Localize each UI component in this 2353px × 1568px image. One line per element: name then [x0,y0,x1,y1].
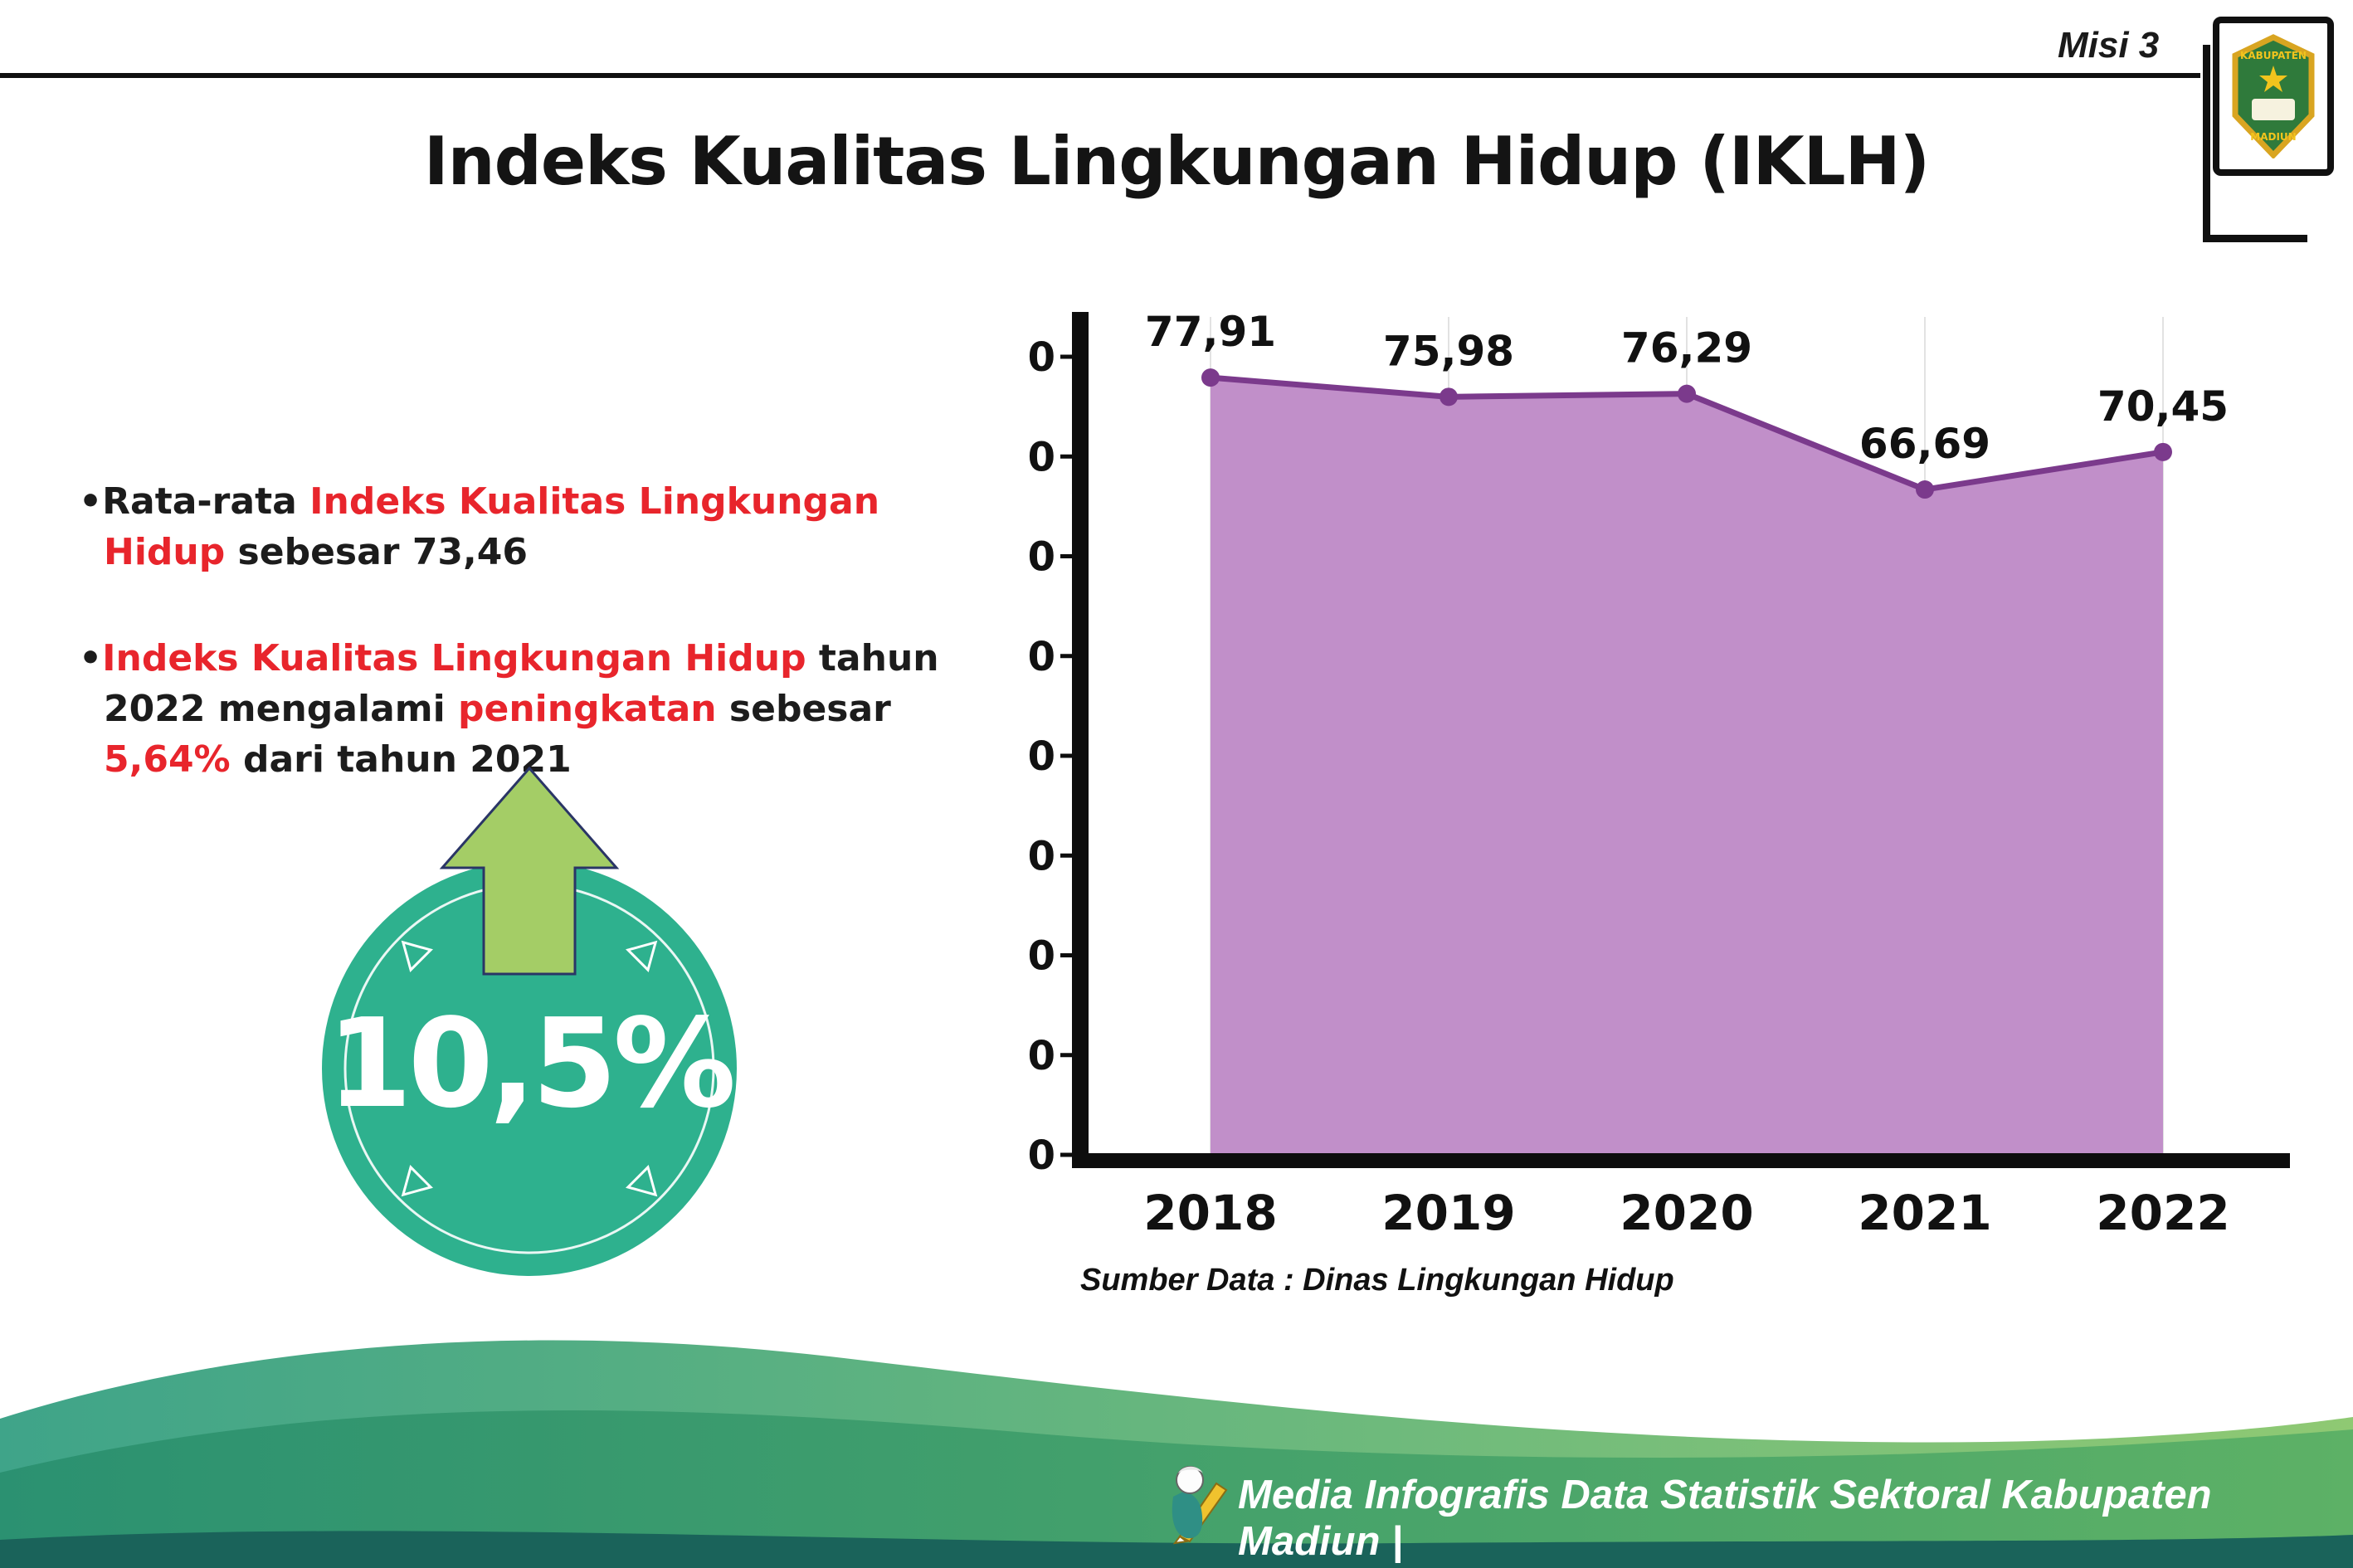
bullet-marker: • [79,480,103,523]
bullet2-percentage: 5,64% [104,738,231,781]
bullet2-text1: tahun 2022 mengalami [104,637,939,731]
bullet1-text: Rata-rata [102,480,310,523]
page-title: Indeks Kualitas Lingkungan Hidup (IKLH) [423,123,1930,200]
crest-icon: KABUPATEN MADIUN [2232,34,2315,158]
bullet-average-iklh: •Rata-rata Indeks Kualitas Lingkungan Hi… [79,477,975,577]
ring-triangle-se [626,1165,658,1197]
bullet-marker: • [79,637,103,680]
up-arrow-icon [439,766,620,976]
x-label-2019: 2019 [1381,1185,1515,1241]
area-fill [1211,377,2163,1155]
wave-main [0,1410,2353,1568]
badge-circle [322,861,737,1276]
y-tick-label-40: 40 [1029,733,1055,780]
data-point-2020 [1678,384,1696,403]
logo-bottom-text: MADIUN [2250,131,2296,143]
ring-triangle-ne [626,940,658,972]
value-label-2019: 75,98 [1383,327,1514,375]
source-note: Sumber Data : Dinas Lingkungan Hidup [1080,1263,1674,1298]
y-tick-label-30: 30 [1029,833,1055,879]
mascot-icon [1172,1466,1228,1545]
x-axis [1072,1153,2290,1168]
logo-corner-bracket [2203,45,2307,242]
bullet2-text3: dari tahun 2021 [230,738,572,781]
x-label-2021: 2021 [1858,1185,1991,1241]
iklh-area-chart: 77,91 75,98 76,29 66,69 70,45 0 10 20 30 40 50 60 70… [1029,308,2290,1241]
ring-triangle-nw [401,940,433,972]
bullet1-value: sebesar 73,46 [225,530,528,573]
logo-top-text: KABUPATEN [2240,50,2307,61]
bullet-iklh-increase: •Indeks Kualitas Lingkungan Hidup tahun … [79,634,975,785]
x-label-2018: 2018 [1143,1185,1277,1241]
data-point-2021 [1916,480,1934,499]
key-points: •Rata-rata Indeks Kualitas Lingkungan Hi… [79,477,975,786]
data-point-2022 [2154,442,2172,461]
header-rule [0,73,2200,78]
footer-wave-decoration [0,1340,2353,1568]
value-label-2018: 77,91 [1145,308,1276,356]
x-label-2022: 2022 [2096,1185,2229,1241]
misi-label: Misi 3 [2058,25,2160,66]
value-label-2021: 66,69 [1859,420,1990,468]
value-label-2022: 70,45 [2097,382,2229,431]
y-axis [1072,312,1089,1168]
data-point-2018 [1201,368,1220,387]
y-tick-label-80: 80 [1029,334,1055,381]
wave-dark-strip [0,1531,2353,1568]
bullet2-highlight2: peningkatan [458,688,717,731]
footer-caption: Media Infografis Data Statistik Sektoral… [1238,1473,2212,1564]
increase-badge: 10,5% [322,766,737,1276]
increase-percentage: 10,5% [327,992,733,1135]
data-point-2019 [1440,387,1458,407]
bullet2-text2: sebesar [716,688,891,731]
bullet2-highlight1: Indeks Kualitas Lingkungan Hidup [102,637,806,680]
y-tick-label-20: 20 [1029,933,1055,980]
y-tick-label-0: 0 [1029,1132,1055,1179]
ring-triangle-sw [401,1165,433,1197]
y-tick-label-60: 60 [1029,534,1055,581]
bullet1-highlight: Indeks Kualitas Lingkungan Hidup [104,480,880,573]
y-tick-label-10: 10 [1029,1033,1055,1079]
kabupaten-madiun-logo: KABUPATEN MADIUN [2203,17,2336,249]
y-tick-label-70: 70 [1029,434,1055,480]
y-tick-label-50: 50 [1029,634,1055,680]
value-label-2020: 76,29 [1621,324,1752,373]
x-label-2020: 2020 [1620,1185,1753,1241]
logo-box: KABUPATEN MADIUN [2213,17,2334,176]
